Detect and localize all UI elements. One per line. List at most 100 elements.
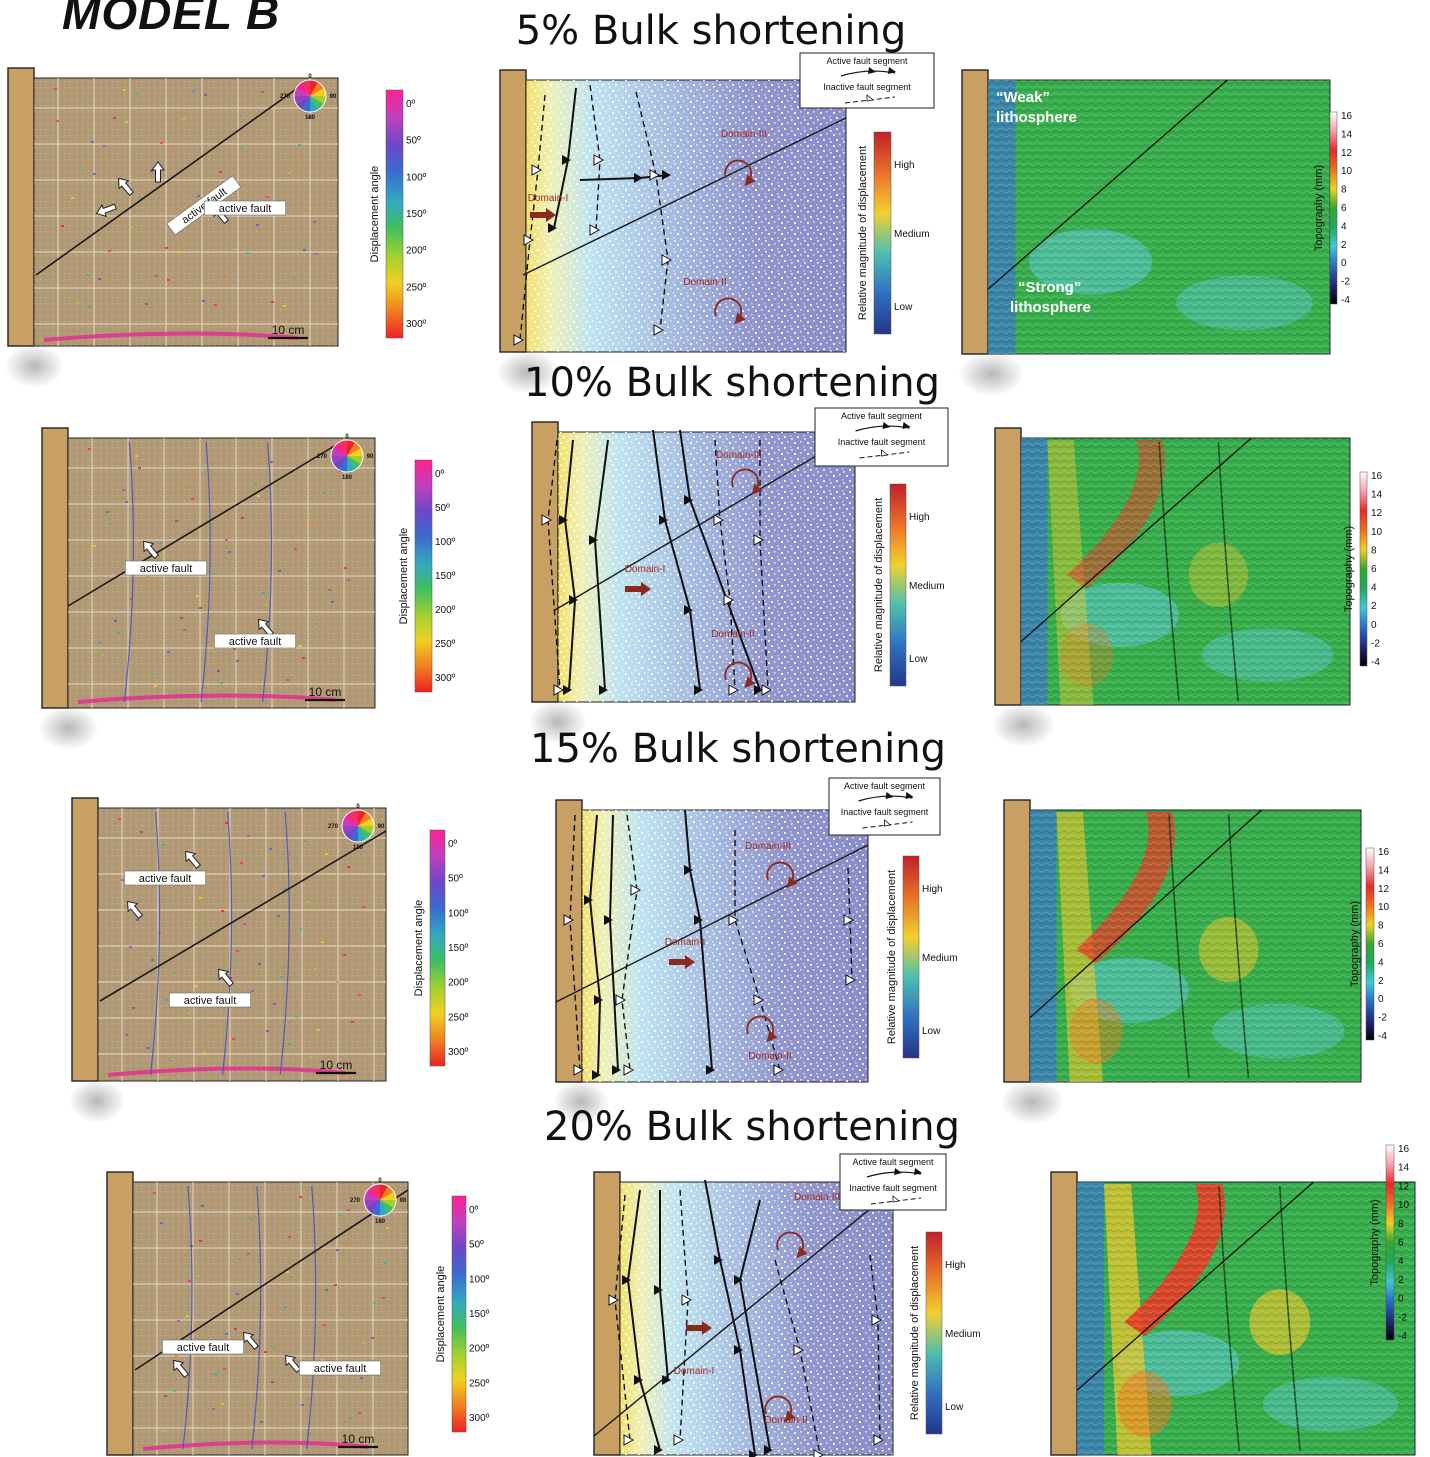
trace-dot bbox=[251, 1426, 254, 1428]
trace-dot bbox=[277, 915, 280, 917]
domain-label: Domain-I bbox=[674, 1366, 715, 1377]
wheel-label: 90 bbox=[378, 824, 385, 830]
topo-relief bbox=[1030, 810, 1361, 1082]
trace-dot bbox=[261, 91, 264, 93]
active-fault-segment bbox=[588, 814, 602, 1076]
thrust-tooth bbox=[734, 1275, 743, 1285]
angle-tick-label: 0º bbox=[406, 99, 416, 110]
wheel-rim bbox=[330, 439, 364, 473]
scale-bar-label: 10 cm bbox=[309, 685, 342, 699]
domain-label: Domain-II bbox=[764, 1415, 807, 1426]
trace-dot bbox=[162, 844, 165, 846]
trace-dot bbox=[192, 90, 195, 92]
wheel-sector bbox=[344, 826, 358, 840]
thrust-tooth bbox=[594, 995, 603, 1005]
trace-dot bbox=[220, 682, 223, 684]
topo-tick-label: 6 bbox=[1341, 203, 1347, 214]
topo-relief bbox=[988, 80, 1330, 354]
topo-tick-label: 6 bbox=[1378, 939, 1384, 950]
domain-label: Domain-I bbox=[625, 564, 666, 575]
trace-dot bbox=[349, 1417, 352, 1419]
angle-colorbar-title: Displacement angle bbox=[435, 1266, 447, 1363]
angle-tick-label: 100º bbox=[406, 172, 427, 183]
trace-dot bbox=[204, 94, 207, 96]
inactive-tooth bbox=[728, 684, 740, 696]
legend-active-label: Active fault segment bbox=[852, 1157, 934, 1167]
field-speckle bbox=[526, 80, 846, 352]
magnitude-tick-label: Low bbox=[909, 654, 928, 665]
topo-tick-label: 8 bbox=[1371, 545, 1377, 556]
inactive-tooth bbox=[728, 914, 740, 926]
thrust-tooth bbox=[734, 1345, 743, 1355]
trace-dot bbox=[81, 169, 84, 171]
stage-title-5: 5% Bulk shortening bbox=[515, 8, 907, 54]
trace-dot bbox=[173, 1390, 176, 1392]
panel-topography: “Weak” lithosphere “Strong” lithosphere bbox=[958, 69, 1331, 396]
domain-label: Domain-II bbox=[683, 277, 726, 288]
trace-dot bbox=[88, 306, 91, 308]
trace-dot bbox=[71, 197, 74, 199]
trace-dot bbox=[118, 818, 121, 820]
trace-dot bbox=[188, 1280, 191, 1282]
trace-dot bbox=[303, 840, 306, 842]
trace-dot bbox=[225, 822, 228, 824]
trace-dot bbox=[249, 626, 252, 628]
wheel-sector bbox=[310, 88, 326, 96]
inactive-tooth bbox=[753, 534, 765, 546]
label-text: active fault bbox=[140, 563, 193, 575]
trace-dot bbox=[347, 579, 350, 581]
trace-dot bbox=[260, 1421, 263, 1423]
wheel-sector bbox=[366, 1200, 380, 1214]
label-box bbox=[124, 870, 206, 886]
trace-dot bbox=[241, 517, 244, 519]
trace-dot bbox=[101, 654, 104, 656]
inactive-tooth bbox=[531, 164, 543, 176]
wheel-sector bbox=[372, 1184, 380, 1200]
trace-dot bbox=[362, 906, 365, 908]
topography-colorbar: 16 14 12 10 8 6 4 2 0 -2 -4 Topography (mm) bbox=[1313, 111, 1353, 306]
trace-dot bbox=[212, 1408, 215, 1410]
trace-dot bbox=[54, 88, 57, 90]
active-fault-label: active fault bbox=[169, 992, 251, 1008]
colorbar-ramp bbox=[429, 829, 446, 1067]
rotation-arrow-icon bbox=[714, 297, 746, 325]
stage-title-10: 10% Bulk shortening bbox=[523, 360, 941, 406]
colorbar-ramp bbox=[873, 131, 892, 335]
domain-label: Domain-III bbox=[794, 1192, 840, 1203]
thrust-tooth bbox=[662, 170, 671, 180]
trace-dot bbox=[228, 551, 231, 553]
trace-dot bbox=[103, 145, 106, 147]
trace-dot bbox=[256, 224, 259, 226]
domain-label: Domain-II bbox=[711, 629, 754, 640]
angle-colorbar: 0º 50º 100º 150º 200º 250º 300º Displacement an… bbox=[413, 829, 469, 1067]
trace-dot bbox=[286, 1271, 289, 1273]
topo-tick-label: 8 bbox=[1378, 921, 1384, 932]
drop-shadow bbox=[1000, 1080, 1065, 1124]
magnitude-tick-label: High bbox=[909, 512, 930, 523]
inactive-tooth bbox=[681, 1294, 693, 1306]
trace-dot bbox=[280, 976, 283, 978]
wheel-sector bbox=[310, 82, 324, 96]
trace-dot bbox=[249, 1218, 252, 1220]
trace-dot bbox=[241, 147, 244, 149]
inactive-fault-segment bbox=[519, 94, 546, 341]
trace-dot bbox=[266, 196, 269, 198]
trace-dot bbox=[224, 276, 227, 278]
fault-trace bbox=[150, 811, 161, 1076]
angle-tick-label: 100º bbox=[435, 537, 456, 548]
trace-dot bbox=[173, 972, 176, 974]
trace-dot bbox=[201, 1205, 204, 1207]
trace-dot bbox=[130, 226, 133, 228]
inactive-tooth bbox=[873, 1434, 885, 1446]
trace-dot bbox=[340, 893, 343, 895]
trace-dot bbox=[125, 121, 128, 123]
trace-dot bbox=[303, 249, 306, 251]
wheel-sector bbox=[380, 1200, 388, 1216]
topo-tick-label: 10 bbox=[1341, 166, 1353, 177]
diagonal-fault-line bbox=[987, 79, 1228, 290]
trace-dot bbox=[221, 910, 224, 912]
trace-dot bbox=[273, 1003, 276, 1005]
trace-dot bbox=[167, 651, 170, 653]
shortening-arrow-icon bbox=[625, 582, 651, 596]
trace-dot bbox=[118, 222, 121, 224]
